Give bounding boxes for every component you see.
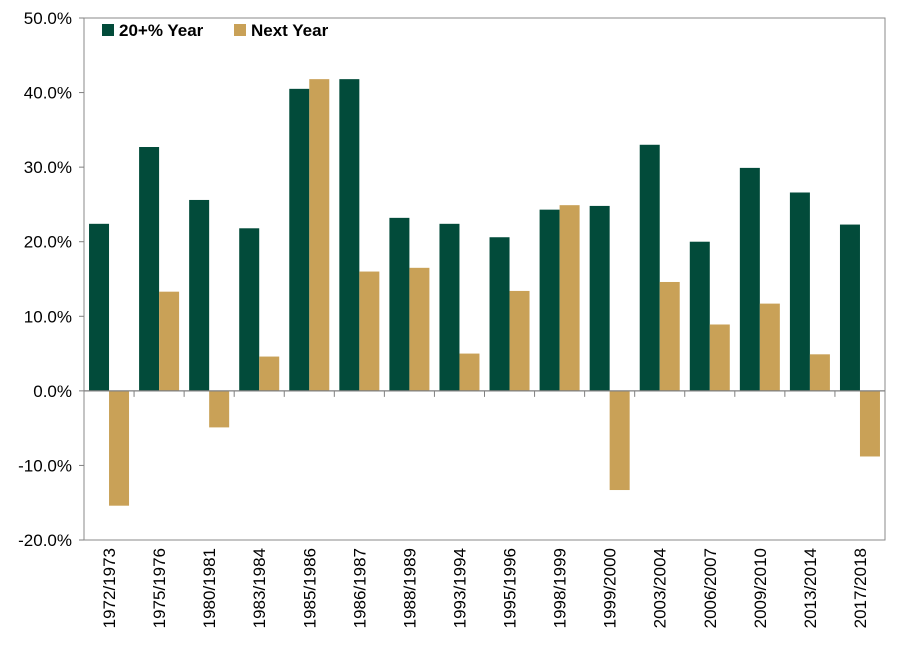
x-tick-label: 1972/1973 — [100, 548, 119, 628]
bar-20-plus-year — [389, 217, 410, 391]
x-tick-label: 2013/2014 — [801, 548, 820, 628]
y-tick-label: 50.0% — [24, 9, 72, 28]
x-tick-label: 1983/1984 — [250, 548, 269, 628]
x-tick-label: 2003/2004 — [651, 548, 670, 628]
bar-next-year — [109, 390, 130, 506]
bar-next-year — [809, 354, 830, 391]
bar-20-plus-year — [239, 228, 260, 391]
x-tick-label: 1980/1981 — [200, 548, 219, 628]
legend-label-20-plus-year: 20+% Year — [119, 21, 204, 40]
x-tick-label: 1988/1989 — [400, 548, 419, 628]
legend-swatch-20-plus-year — [102, 24, 114, 36]
y-tick-label: 30.0% — [24, 158, 72, 177]
bar-20-plus-year — [89, 223, 110, 391]
y-tick-label: -10.0% — [18, 456, 72, 475]
bar-next-year — [709, 324, 730, 391]
y-axis: -20.0% -10.0% 0.0% 10.0% 20.0% 30.0% 40.0% 50.0… — [18, 9, 84, 550]
x-axis: 1972/1973 1975/1976 1980/1981 1983/1984 1985… — [100, 548, 870, 628]
bar-20-plus-year — [339, 79, 360, 391]
bar-next-year — [309, 79, 330, 391]
bar-next-year — [659, 281, 680, 391]
x-axis-ticks — [133, 390, 836, 397]
bar-20-plus-year — [539, 209, 560, 391]
bar-20-plus-year — [589, 205, 610, 391]
bar-next-year — [159, 291, 180, 391]
bar-next-year — [359, 271, 380, 391]
bar-next-year — [209, 390, 230, 428]
x-tick-label: 1998/1999 — [551, 548, 570, 628]
legend: 20+% Year Next Year — [102, 21, 329, 40]
y-tick-label: -20.0% — [18, 531, 72, 550]
x-tick-label: 1995/1996 — [501, 548, 520, 628]
bar-20-plus-year — [489, 237, 510, 391]
x-tick-label: 1986/1987 — [350, 548, 369, 628]
bar-20-plus-year — [189, 199, 210, 391]
bar-next-year — [759, 303, 780, 391]
x-tick-label: 2006/2007 — [701, 548, 720, 628]
y-tick-label: 10.0% — [24, 307, 72, 326]
bar-20-plus-year — [689, 241, 710, 391]
bar-next-year — [259, 356, 280, 391]
bar-next-year — [609, 390, 630, 491]
x-tick-label: 1993/1994 — [450, 548, 469, 628]
legend-label-next-year: Next Year — [251, 21, 329, 40]
bar-20-plus-year — [789, 192, 810, 391]
bar-20-plus-year — [139, 147, 160, 391]
bar-next-year — [859, 390, 880, 457]
bar-20-plus-year — [639, 144, 660, 391]
legend-swatch-next-year — [234, 24, 246, 36]
x-tick-label: 2017/2018 — [851, 548, 870, 628]
x-tick-label: 1999/2000 — [601, 548, 620, 628]
y-tick-label: 0.0% — [33, 382, 72, 401]
x-tick-label: 2009/2010 — [751, 548, 770, 628]
x-tick-label: 1975/1976 — [150, 548, 169, 628]
y-tick-label: 40.0% — [24, 84, 72, 103]
bar-next-year — [459, 353, 480, 391]
x-tick-label: 1985/1986 — [300, 548, 319, 628]
bar-20-plus-year — [439, 223, 460, 391]
bar-next-year — [509, 290, 530, 391]
bar-20-plus-year — [839, 224, 860, 391]
bars — [89, 79, 880, 506]
y-tick-label: 20.0% — [24, 233, 72, 252]
bar-next-year — [559, 205, 580, 391]
bar-20-plus-year — [289, 88, 310, 391]
bar-next-year — [409, 267, 430, 391]
bar-20-plus-year — [739, 167, 760, 391]
